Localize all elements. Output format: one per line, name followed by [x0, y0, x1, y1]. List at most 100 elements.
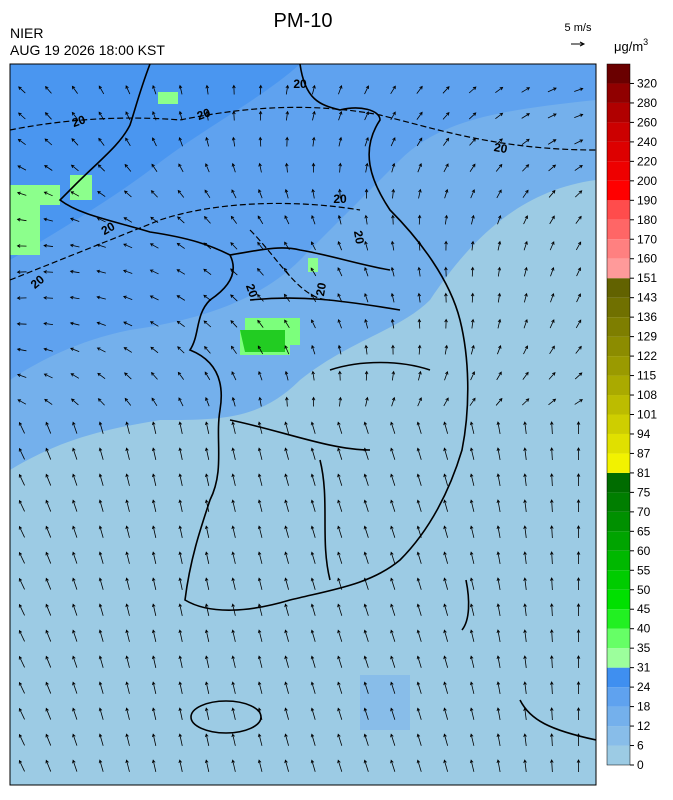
wind-arrow [125, 525, 130, 538]
wind-arrow [574, 164, 583, 171]
wind-arrow [496, 473, 501, 486]
wind-arrow [523, 215, 528, 225]
colorbar-label: 45 [637, 602, 651, 616]
wind-arrow [390, 759, 396, 772]
wind-arrow [337, 655, 343, 668]
wind-arrow [523, 551, 527, 565]
wind-scale-arrow [571, 41, 586, 47]
wind-arrow [257, 447, 263, 460]
wind-arrow [549, 447, 554, 461]
wind-arrow [497, 214, 502, 225]
wind-arrow [496, 499, 501, 512]
wind-arrow [258, 396, 262, 407]
wind-arrow [45, 421, 52, 434]
wind-arrow [470, 189, 475, 199]
wind-arrow [18, 577, 25, 590]
wind-arrow [43, 217, 53, 222]
wind-arrow [98, 577, 104, 590]
wind-arrow [311, 162, 316, 173]
wind-arrow [151, 707, 157, 720]
contour-label: 20 [243, 282, 261, 300]
wind-arrow [496, 733, 501, 746]
wind-arrow [98, 447, 104, 460]
colorbar-label: 6 [637, 739, 644, 753]
wind-arrow [151, 629, 157, 642]
colorbar-segment [607, 531, 630, 551]
wind-arrow [125, 111, 131, 121]
wind-arrow [523, 421, 527, 435]
wind-arrow [548, 189, 556, 198]
blue-patch [360, 675, 410, 730]
colorbar-segment [607, 102, 630, 123]
wind-arrow [70, 373, 80, 379]
wind-arrow [178, 603, 183, 616]
wind-arrow [231, 162, 236, 173]
wind-arrow [523, 629, 527, 643]
wind-arrow [178, 136, 183, 147]
wind-arrow [416, 603, 422, 616]
colorbar-label: 94 [637, 427, 651, 441]
wind-arrow [151, 473, 157, 486]
wind-arrow [72, 551, 78, 564]
wind-arrow [178, 110, 183, 121]
colorbar-label: 70 [637, 505, 651, 519]
wind-arrow [497, 318, 502, 329]
wind-arrow [151, 759, 157, 772]
wind-arrow [151, 163, 158, 172]
wind-arrow [470, 240, 475, 251]
wind-arrow [231, 421, 236, 434]
colorbar-label: 280 [637, 96, 657, 110]
wind-arrow [151, 397, 158, 407]
colorbar-segment [607, 570, 630, 590]
wind-arrow [469, 421, 475, 434]
wind-arrow [257, 577, 263, 590]
wind-arrow [547, 87, 557, 93]
wind-arrow [178, 629, 183, 642]
wind-arrow [390, 447, 396, 460]
wind-arrow [469, 759, 475, 772]
wind-arrow [391, 370, 396, 381]
wind-arrow [337, 344, 342, 355]
wind-arrow [204, 345, 211, 354]
colorbar-segment [607, 83, 630, 103]
wind-arrow [45, 447, 52, 460]
wind-arrow [257, 551, 263, 564]
wind-arrow [549, 759, 554, 773]
wind-arrow [390, 266, 395, 277]
wind-arrow [69, 243, 80, 248]
colorbar-segment [607, 706, 630, 727]
wind-arrow [364, 318, 369, 329]
wind-arrow [284, 733, 289, 746]
wind-arrow [310, 707, 316, 720]
wind-arrow [390, 499, 396, 512]
wind-arrow [521, 138, 530, 146]
wind-arrow [311, 344, 316, 355]
colorbar-label: 18 [637, 700, 651, 714]
wind-arrow [45, 629, 52, 642]
wind-arrow [123, 347, 133, 353]
wind-arrow [284, 577, 289, 590]
wind-arrow [496, 603, 501, 616]
wind-arrow [258, 189, 263, 199]
wind-arrow [338, 84, 343, 95]
wind-arrow [72, 603, 78, 616]
wind-arrow [98, 681, 104, 694]
wind-arrow [72, 421, 78, 434]
wind-arrow [178, 421, 183, 434]
wind-arrow [497, 345, 502, 355]
wind-arrow [337, 267, 343, 277]
wind-arrow [284, 447, 289, 460]
wind-arrow [72, 681, 78, 694]
wind-arrow [123, 295, 133, 300]
wind-arrow [523, 759, 527, 773]
wind-arrow [390, 603, 396, 616]
wind-arrow [151, 137, 157, 147]
wind-arrow [204, 629, 210, 642]
wind-arrow [443, 137, 450, 146]
wind-arrow [523, 655, 527, 669]
wind-arrow [230, 242, 238, 250]
wind-arrow [390, 318, 395, 329]
wind-arrow [97, 190, 106, 197]
coastline [58, 64, 596, 741]
